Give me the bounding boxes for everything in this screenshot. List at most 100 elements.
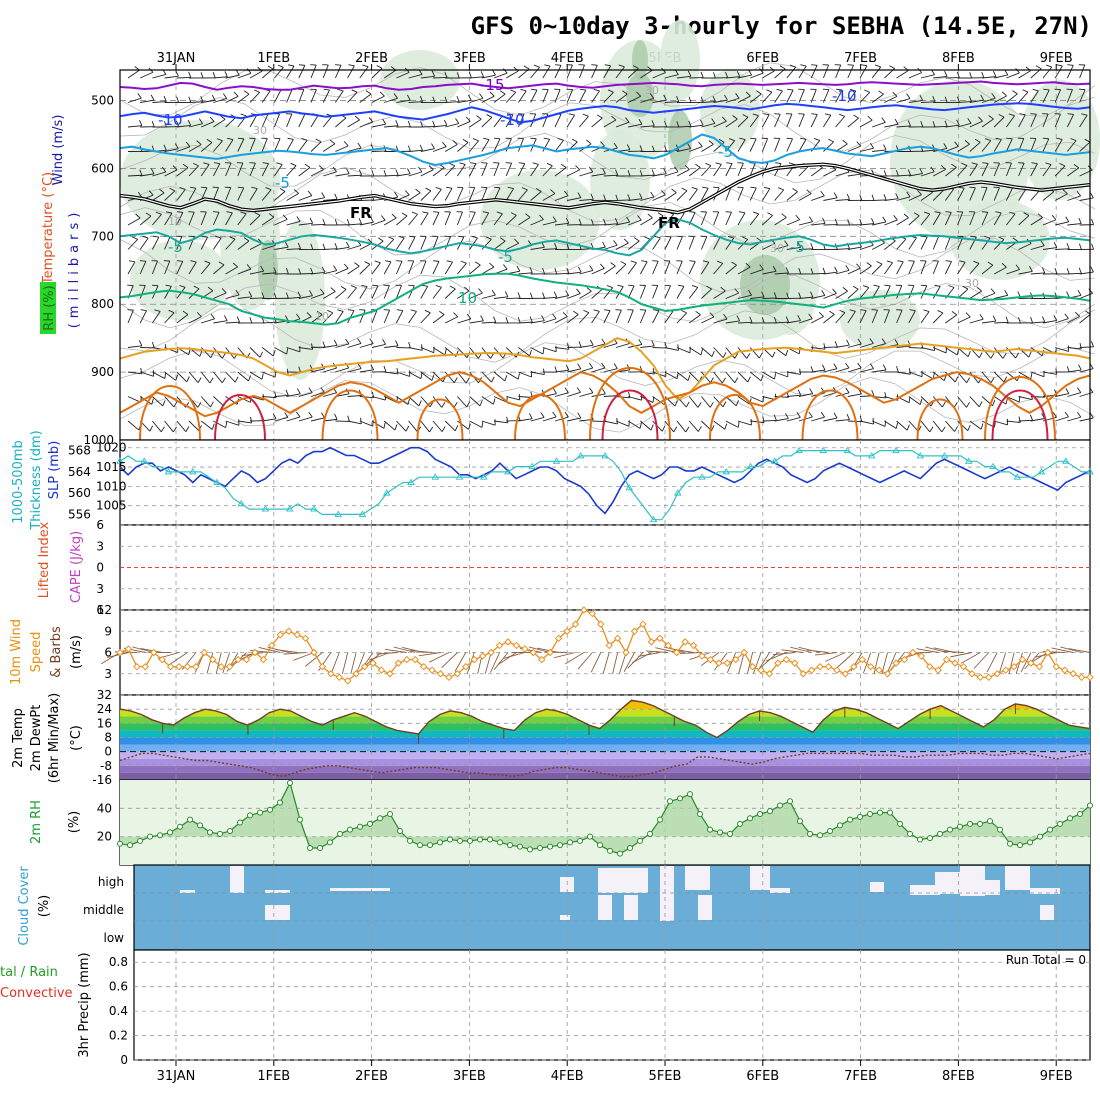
wind-barb bbox=[603, 265, 616, 275]
wind-barb-flag bbox=[565, 217, 570, 224]
wind-barb-flag bbox=[954, 426, 958, 432]
wind-barb bbox=[518, 163, 526, 177]
wind-barb bbox=[981, 237, 991, 250]
wind-barb-flag bbox=[671, 188, 677, 194]
rh-marker bbox=[497, 839, 503, 846]
wind-barb-flag bbox=[650, 191, 655, 198]
wind-barb bbox=[615, 420, 630, 427]
wind-barb-flag bbox=[1081, 113, 1088, 116]
wind-barb-flag bbox=[723, 313, 728, 320]
wind-barb bbox=[176, 124, 191, 128]
wind-barb bbox=[298, 89, 305, 103]
rh-marker bbox=[677, 795, 683, 802]
wind10-marker bbox=[689, 641, 698, 650]
wind-barb bbox=[176, 167, 189, 177]
wind-barb bbox=[347, 223, 362, 226]
wind-barb-flag bbox=[833, 363, 838, 369]
label-temp-2: 2m DewPt bbox=[29, 705, 44, 772]
wind-barb bbox=[201, 121, 215, 128]
wind-barb-flag bbox=[618, 64, 625, 68]
wind-barb-flag bbox=[492, 398, 496, 405]
wind-barb-flag bbox=[871, 194, 875, 201]
wind-barb bbox=[567, 368, 581, 373]
rh-contour bbox=[119, 238, 1096, 293]
wind-barb bbox=[140, 71, 154, 79]
wind-barb-flag bbox=[493, 316, 497, 323]
wind-barb-flag bbox=[970, 235, 977, 238]
wind-barb bbox=[689, 146, 703, 152]
wind-barb bbox=[628, 219, 642, 226]
wind-barb bbox=[944, 212, 952, 226]
wind-barb bbox=[469, 97, 484, 103]
wind-barb bbox=[920, 260, 927, 275]
precip-grid bbox=[134, 950, 1090, 1061]
wind-barb bbox=[920, 213, 931, 226]
rh-marker bbox=[957, 823, 963, 830]
wind-barb bbox=[884, 420, 897, 429]
wind-barb bbox=[945, 124, 960, 128]
wind-barb bbox=[725, 371, 736, 384]
rh-marker bbox=[657, 816, 663, 823]
wind-barb-flag bbox=[388, 236, 394, 240]
wind-barb-flag bbox=[544, 64, 551, 67]
wind-barb bbox=[896, 174, 911, 177]
wind-barb-flag bbox=[188, 71, 192, 78]
wind10-barb bbox=[364, 652, 382, 667]
wind-barb-flag bbox=[1042, 316, 1046, 323]
wind-barb bbox=[481, 321, 496, 324]
wind-barb-flag bbox=[248, 375, 252, 382]
wind-barb bbox=[225, 117, 237, 128]
thickness-marker bbox=[601, 452, 609, 459]
wind-barb-flag bbox=[407, 145, 411, 152]
rh-marker bbox=[187, 816, 193, 823]
wind-barb bbox=[1067, 140, 1077, 152]
wind-barb bbox=[200, 236, 208, 250]
temp-band bbox=[120, 751, 1090, 759]
dewpoint-line bbox=[119, 752, 1091, 778]
wind-barb bbox=[542, 165, 553, 177]
wind10-marker bbox=[799, 670, 807, 678]
wind-barb-flag bbox=[981, 211, 988, 213]
wind-barb-flag bbox=[599, 263, 605, 269]
wind-barb bbox=[896, 345, 911, 348]
wind-barb bbox=[994, 420, 1008, 426]
wind-barb-flag bbox=[334, 413, 338, 420]
wind-barb-flag bbox=[371, 170, 375, 177]
wind-barb bbox=[627, 420, 641, 429]
rh-marker bbox=[797, 818, 803, 825]
wind-barb bbox=[396, 173, 411, 177]
wind-barb bbox=[847, 246, 862, 250]
wind-barb-flag bbox=[626, 216, 631, 223]
wind-barb-flag bbox=[881, 117, 886, 123]
wind-barb bbox=[457, 318, 471, 324]
wind-barb-flag bbox=[215, 235, 222, 239]
wind-barb-flag bbox=[187, 119, 192, 126]
wind-barb-flag bbox=[453, 312, 459, 318]
wind-barb bbox=[993, 95, 1007, 103]
wind10-marker bbox=[951, 659, 959, 667]
rh-marker bbox=[977, 820, 983, 827]
wind-barb-flag bbox=[601, 362, 606, 369]
wind-barb bbox=[774, 189, 785, 201]
wind10-marker bbox=[192, 662, 200, 671]
wind-barb-flag bbox=[994, 421, 996, 428]
wind-barb-flag bbox=[638, 339, 643, 345]
wind-barb-flag bbox=[823, 343, 826, 350]
wind-barb bbox=[933, 347, 947, 354]
wind-barb-flag bbox=[870, 142, 874, 149]
wind-barb bbox=[859, 223, 874, 226]
wind-barb-flag bbox=[1045, 162, 1052, 166]
wind-barb-flag bbox=[1066, 268, 1070, 275]
wind-barb bbox=[737, 162, 744, 177]
wind-barb-flag bbox=[1090, 341, 1094, 347]
wind-barb bbox=[517, 114, 525, 128]
wind-barb bbox=[932, 169, 946, 177]
wind-barb bbox=[140, 173, 155, 177]
wind-barb bbox=[481, 294, 496, 299]
wind-barb-flag bbox=[883, 194, 887, 201]
wind10-marker bbox=[1077, 673, 1086, 681]
wind-barb-flag bbox=[1005, 316, 1009, 323]
wind-barb bbox=[774, 418, 789, 422]
wind-barb bbox=[237, 420, 252, 424]
